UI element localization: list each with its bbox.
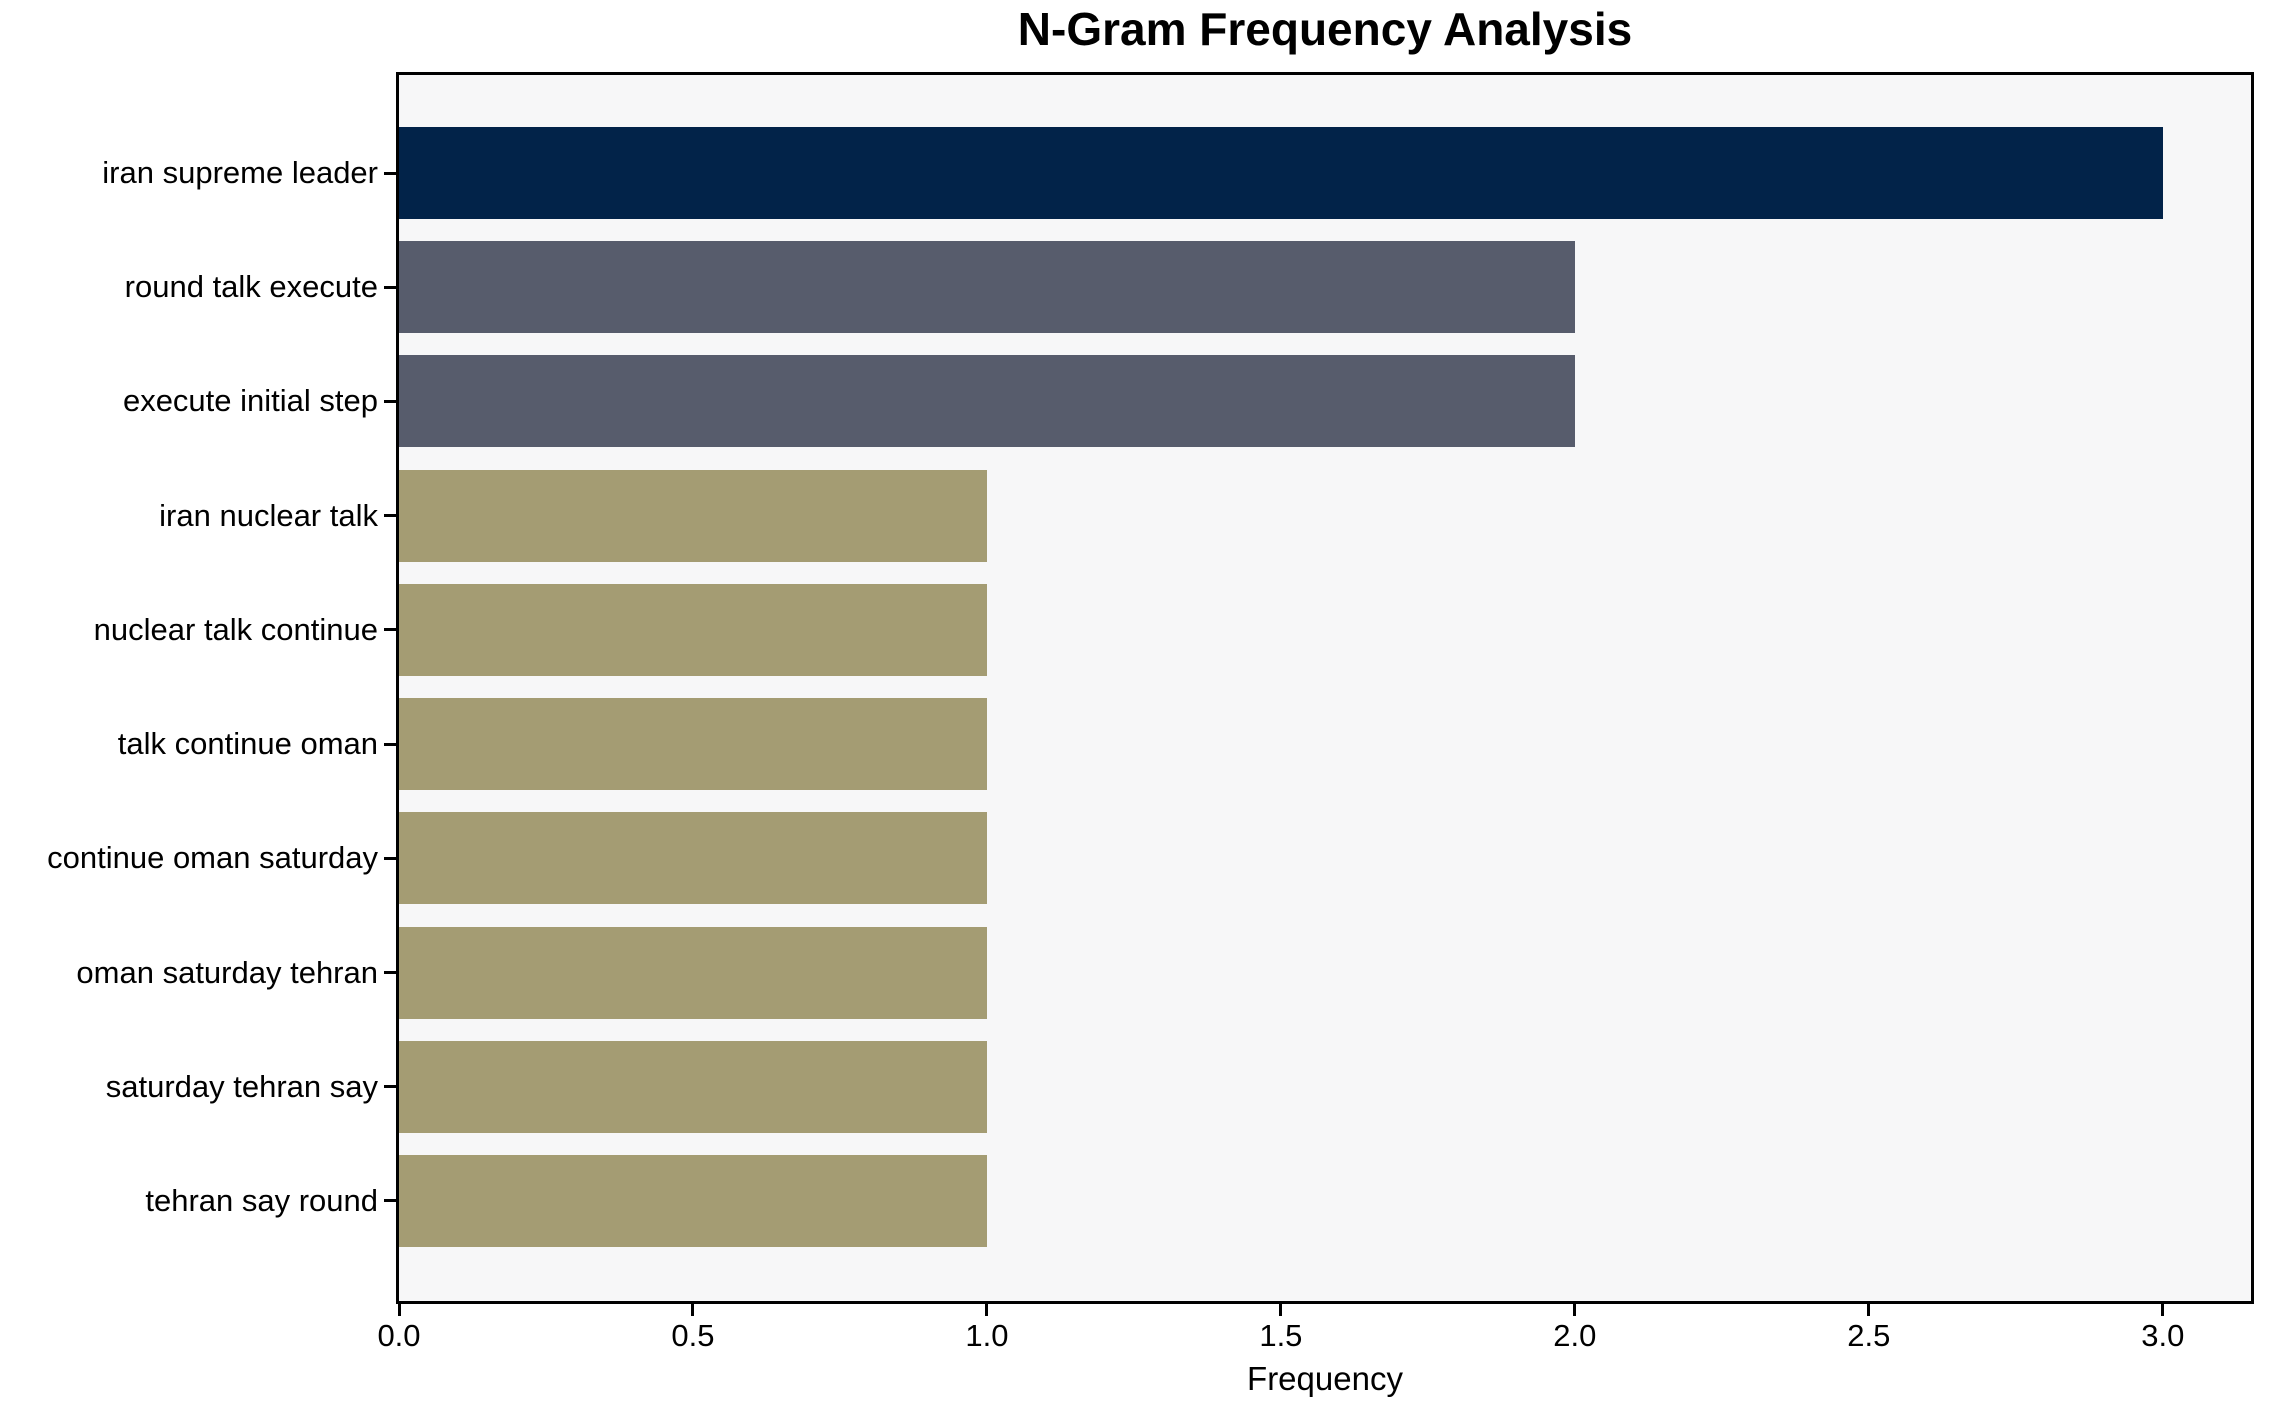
y-tick-label: iran nuclear talk <box>159 497 378 533</box>
x-tick-mark <box>397 1304 401 1316</box>
y-tick-mark <box>384 856 396 860</box>
bar <box>399 583 987 676</box>
y-tick-label: round talk execute <box>124 269 378 305</box>
y-tick-label: continue oman saturday <box>47 840 378 876</box>
y-tick-mark <box>384 742 396 746</box>
y-tick-mark <box>384 1085 396 1089</box>
y-tick-mark <box>384 514 396 518</box>
y-tick-label: talk continue oman <box>117 726 378 762</box>
x-tick-label: 2.5 <box>1847 1318 1891 1353</box>
y-tick-label: saturday tehran say <box>105 1068 378 1104</box>
x-tick-mark <box>1573 1304 1577 1316</box>
x-tick-mark <box>985 1304 989 1316</box>
plot-area <box>396 72 2254 1304</box>
y-tick-mark <box>384 1199 396 1203</box>
x-tick-mark <box>1279 1304 1283 1316</box>
y-tick-mark <box>384 971 396 975</box>
x-tick-label: 1.5 <box>1259 1318 1303 1353</box>
bar <box>399 127 2163 219</box>
x-tick-label: 0.0 <box>377 1318 421 1353</box>
x-tick-label: 0.5 <box>671 1318 715 1353</box>
x-tick-label: 3.0 <box>2141 1318 2185 1353</box>
y-tick-mark <box>384 628 396 632</box>
bar <box>399 812 987 905</box>
y-tick-label: oman saturday tehran <box>76 954 378 990</box>
x-tick-mark <box>691 1304 695 1316</box>
y-tick-mark <box>384 399 396 403</box>
x-tick-mark <box>2161 1304 2165 1316</box>
bar <box>399 1154 987 1247</box>
bar <box>399 355 1575 448</box>
y-tick-mark <box>384 171 396 175</box>
y-tick-label: iran supreme leader <box>102 155 378 190</box>
bar <box>399 241 1575 334</box>
x-tick-label: 1.0 <box>965 1318 1009 1353</box>
bar <box>399 469 987 562</box>
bar <box>399 1040 987 1133</box>
x-tick-label: 2.0 <box>1553 1318 1597 1353</box>
bar <box>399 926 987 1019</box>
y-tick-label: execute initial step <box>122 383 378 419</box>
bar <box>399 698 987 791</box>
x-axis-title: Frequency <box>1247 1360 1403 1397</box>
y-tick-label: tehran say round <box>145 1182 378 1218</box>
y-tick-label: nuclear talk continue <box>93 611 378 647</box>
y-tick-mark <box>384 285 396 289</box>
chart-title: N-Gram Frequency Analysis <box>1017 3 1633 55</box>
x-tick-mark <box>1867 1304 1871 1316</box>
